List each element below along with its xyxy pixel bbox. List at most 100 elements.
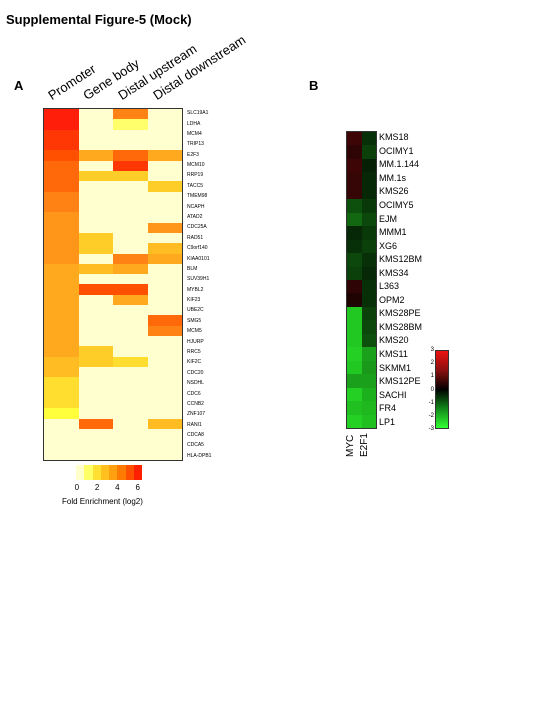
gene-label: ATAD2 bbox=[187, 214, 203, 220]
heatmap-cell bbox=[113, 170, 148, 182]
sample-label: XG6 bbox=[379, 240, 398, 251]
scale-tick: 0 bbox=[74, 483, 80, 492]
gene-label: RANI1 bbox=[187, 421, 202, 428]
heatmap-cell bbox=[361, 145, 376, 159]
gene-label: ZNF107 bbox=[187, 411, 206, 418]
heatmap-cell bbox=[44, 274, 79, 285]
scale-tick: 1 bbox=[430, 373, 434, 380]
heatmap-cell bbox=[147, 284, 182, 295]
heatmap-cell bbox=[361, 279, 376, 294]
heatmap-cell bbox=[113, 418, 148, 430]
gene-label: RRC5 bbox=[187, 348, 201, 355]
heatmap-cell bbox=[44, 367, 79, 378]
heatmap-cell bbox=[113, 377, 148, 388]
heatmap-cell bbox=[361, 199, 376, 213]
heatmap-cell bbox=[44, 284, 79, 295]
heatmap-cell bbox=[44, 212, 79, 223]
gene-label: KIF2C bbox=[187, 359, 202, 366]
scale-tick: -3 bbox=[428, 426, 434, 432]
heatmap-cell bbox=[147, 398, 182, 409]
heatmap-cell bbox=[78, 150, 113, 161]
heatmap-cell bbox=[347, 387, 362, 402]
heatmap-cell bbox=[44, 336, 79, 347]
heatmap-cell bbox=[147, 336, 182, 347]
sample-label-list: KMS18 OCIMY1 MM.1.144 MM.1s KMS26 OCIMY5 EJM MM… bbox=[379, 131, 459, 429]
heatmap-cell bbox=[78, 284, 113, 295]
sample-label: OPM2 bbox=[379, 294, 405, 305]
heatmap-cell bbox=[147, 346, 182, 357]
heatmap-cell bbox=[44, 408, 79, 419]
heatmap-cell bbox=[78, 139, 113, 151]
heatmap-cell bbox=[347, 158, 362, 173]
heatmap-cell bbox=[147, 449, 182, 460]
heatmap-cell bbox=[347, 212, 362, 227]
heatmap-cell bbox=[147, 263, 182, 275]
heatmap-cell bbox=[147, 109, 182, 120]
heatmap-cell bbox=[78, 429, 113, 440]
heatmap-cell bbox=[44, 294, 79, 306]
heatmap-cell bbox=[113, 109, 148, 120]
heatmap-cell bbox=[361, 293, 376, 307]
heatmap-cell bbox=[147, 232, 182, 244]
heatmap-cell bbox=[347, 333, 362, 348]
heatmap-cell bbox=[361, 239, 376, 254]
heatmap-cell bbox=[113, 139, 148, 151]
heatmap-cell bbox=[147, 212, 182, 223]
sample-label: OCIMY1 bbox=[379, 145, 414, 156]
heatmap-cell bbox=[361, 320, 376, 334]
gene-label: CDC20 bbox=[187, 369, 204, 376]
heatmap-cell bbox=[44, 449, 79, 460]
gene-label: MCM10 bbox=[187, 162, 205, 169]
gene-label-list: SLC19A1 LDHA MCM4 TRIP13 E2F3 MCM10 RRP19 TACC5… bbox=[187, 108, 247, 461]
heatmap-cell bbox=[44, 201, 79, 213]
heatmap-cell bbox=[44, 139, 79, 151]
scale-swatch bbox=[125, 465, 134, 480]
heatmap-cell bbox=[113, 222, 148, 233]
heatmap-cell bbox=[78, 398, 113, 409]
sample-label: L363 bbox=[379, 281, 400, 292]
heatmap-cell bbox=[113, 263, 148, 275]
heatmap-cell bbox=[78, 336, 113, 347]
heatmap-cell bbox=[347, 279, 362, 294]
heatmap-cell bbox=[361, 374, 376, 388]
gene-label: LDHA bbox=[187, 120, 201, 127]
gene-label: TACC5 bbox=[187, 182, 204, 189]
scale-tick: 4 bbox=[115, 483, 120, 492]
heatmap-cell bbox=[44, 356, 79, 368]
heatmap-cell bbox=[361, 401, 376, 415]
heatmap-cell bbox=[113, 274, 148, 285]
heatmap-cell bbox=[361, 387, 376, 402]
heatmap-cell bbox=[147, 325, 182, 337]
heatmap-cell bbox=[147, 201, 182, 213]
heatmap-cell bbox=[147, 418, 182, 430]
heatmap-cell bbox=[147, 429, 182, 440]
heatmap-cell bbox=[44, 263, 79, 275]
heatmap-cell bbox=[147, 387, 182, 399]
heatmap-cell bbox=[78, 346, 113, 357]
heatmap-cell bbox=[113, 119, 148, 130]
heatmap-panel-a bbox=[43, 108, 183, 461]
heatmap-cell bbox=[147, 274, 182, 285]
heatmap-cell bbox=[147, 170, 182, 182]
heatmap-cell bbox=[113, 429, 148, 440]
heatmap-cell bbox=[44, 305, 79, 316]
sample-label: EJM bbox=[379, 213, 397, 224]
heatmap-cell bbox=[113, 305, 148, 316]
sample-label: KMS28BM bbox=[379, 321, 423, 332]
gene-label: HJURP bbox=[187, 338, 204, 345]
heatmap-cell bbox=[347, 320, 362, 334]
heatmap-cell bbox=[147, 294, 182, 306]
heatmap-cell bbox=[78, 367, 113, 378]
heatmap-cell bbox=[113, 439, 148, 450]
heatmap-cell bbox=[113, 294, 148, 306]
heatmap-cell bbox=[113, 449, 148, 460]
heatmap-cell bbox=[113, 129, 148, 140]
heatmap-cell bbox=[361, 172, 376, 186]
gene-label: UBE2C bbox=[187, 307, 204, 314]
heatmap-cell bbox=[44, 346, 79, 357]
scale-tick: 0 bbox=[430, 386, 434, 393]
gene-label: SUV39H1 bbox=[187, 276, 210, 283]
heatmap-cell bbox=[78, 263, 113, 275]
heatmap-cell bbox=[44, 315, 79, 326]
gene-label: CCNB2 bbox=[187, 400, 204, 407]
